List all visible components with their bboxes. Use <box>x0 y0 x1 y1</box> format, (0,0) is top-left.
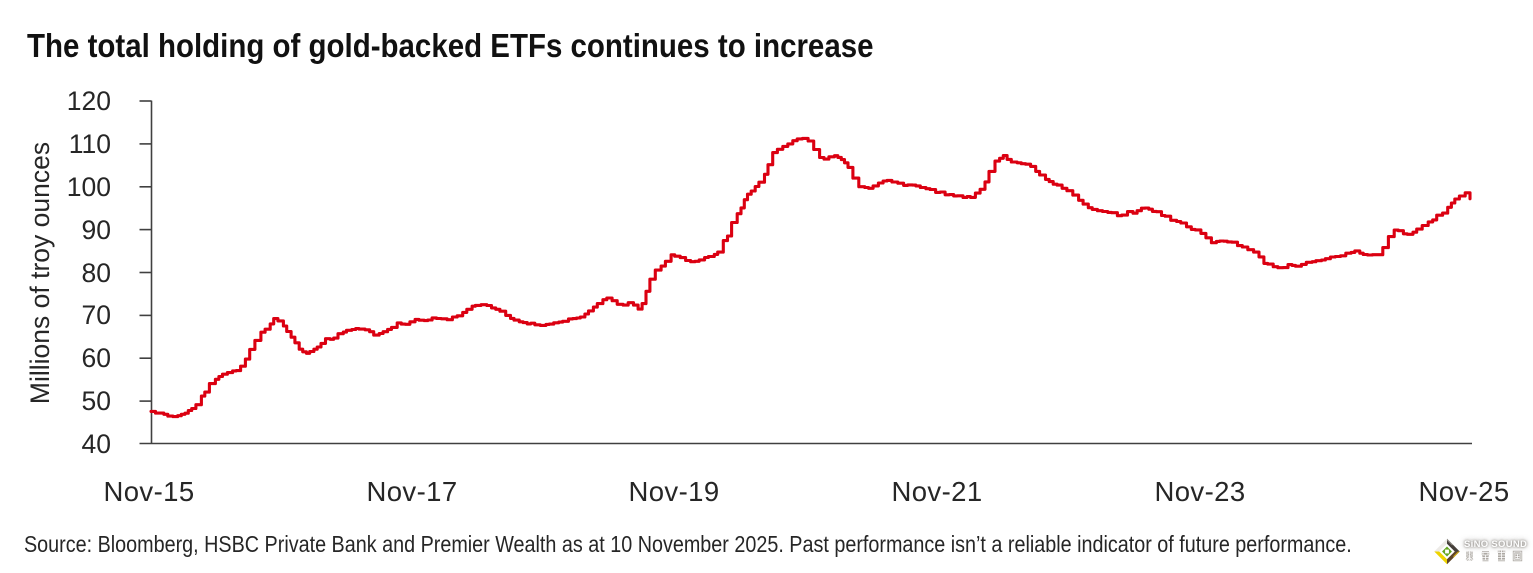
svg-text:Nov-25: Nov-25 <box>1418 476 1509 507</box>
svg-text:Nov-17: Nov-17 <box>366 476 457 507</box>
svg-text:Millions of troy ounces: Millions of troy ounces <box>25 142 55 404</box>
svg-text:40: 40 <box>82 429 111 459</box>
svg-text:Nov-21: Nov-21 <box>891 476 982 507</box>
svg-text:120: 120 <box>67 86 111 116</box>
svg-text:70: 70 <box>82 300 111 330</box>
svg-text:80: 80 <box>82 258 111 288</box>
svg-text:60: 60 <box>82 343 111 373</box>
svg-text:100: 100 <box>67 172 111 202</box>
svg-text:Nov-19: Nov-19 <box>628 476 719 507</box>
svg-text:110: 110 <box>69 129 111 159</box>
svg-text:90: 90 <box>82 215 111 245</box>
svg-text:50: 50 <box>82 386 111 416</box>
svg-text:Nov-15: Nov-15 <box>103 476 194 507</box>
svg-text:Nov-23: Nov-23 <box>1154 476 1245 507</box>
